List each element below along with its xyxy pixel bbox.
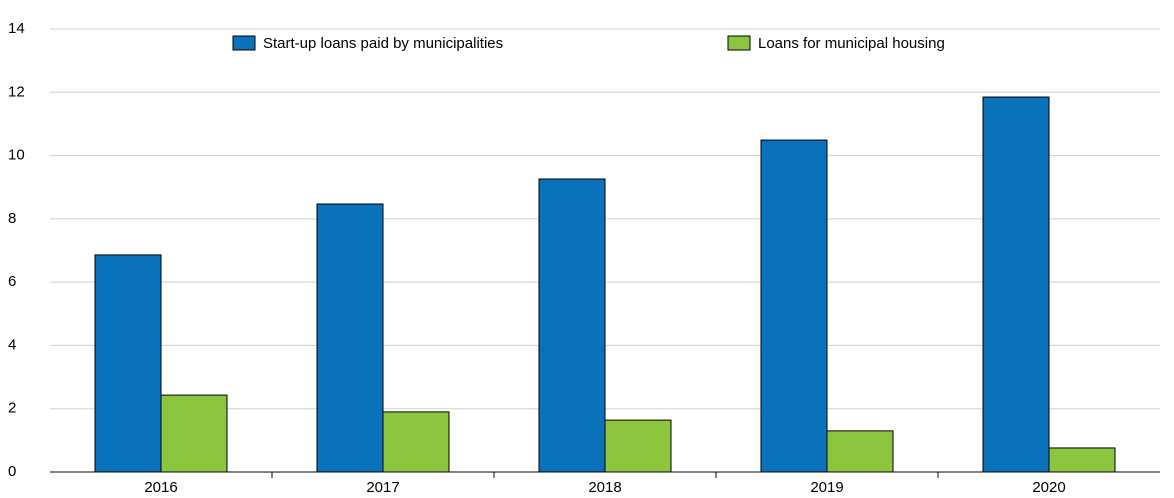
- y-tick-label: 6: [8, 273, 16, 290]
- x-tick-label: 2019: [810, 479, 843, 496]
- y-tick-label: 8: [8, 210, 16, 227]
- legend-label: Start-up loans paid by municipalities: [263, 35, 503, 52]
- bar: [94, 254, 162, 473]
- x-tick-label: 2016: [144, 479, 177, 496]
- y-tick-label: 12: [8, 83, 25, 100]
- x-tick-label: 2018: [588, 479, 621, 496]
- bar: [538, 178, 606, 473]
- y-tick-label: 10: [8, 147, 25, 164]
- bar: [160, 394, 228, 473]
- bar: [604, 419, 672, 473]
- bar: [1048, 447, 1116, 473]
- bar: [382, 411, 450, 473]
- bar: [982, 96, 1050, 473]
- legend-swatch: [232, 35, 256, 51]
- legend-swatch: [727, 35, 751, 51]
- y-tick-label: 0: [8, 463, 16, 480]
- bar: [316, 203, 384, 473]
- y-tick-label: 4: [8, 336, 16, 353]
- x-tick-label: 2020: [1032, 479, 1065, 496]
- y-tick-label: 14: [8, 20, 25, 37]
- legend-label: Loans for municipal housing: [758, 35, 945, 52]
- x-tick-label: 2017: [366, 479, 399, 496]
- y-tick-label: 2: [8, 400, 16, 417]
- bar: [826, 430, 894, 473]
- bar: [760, 139, 828, 473]
